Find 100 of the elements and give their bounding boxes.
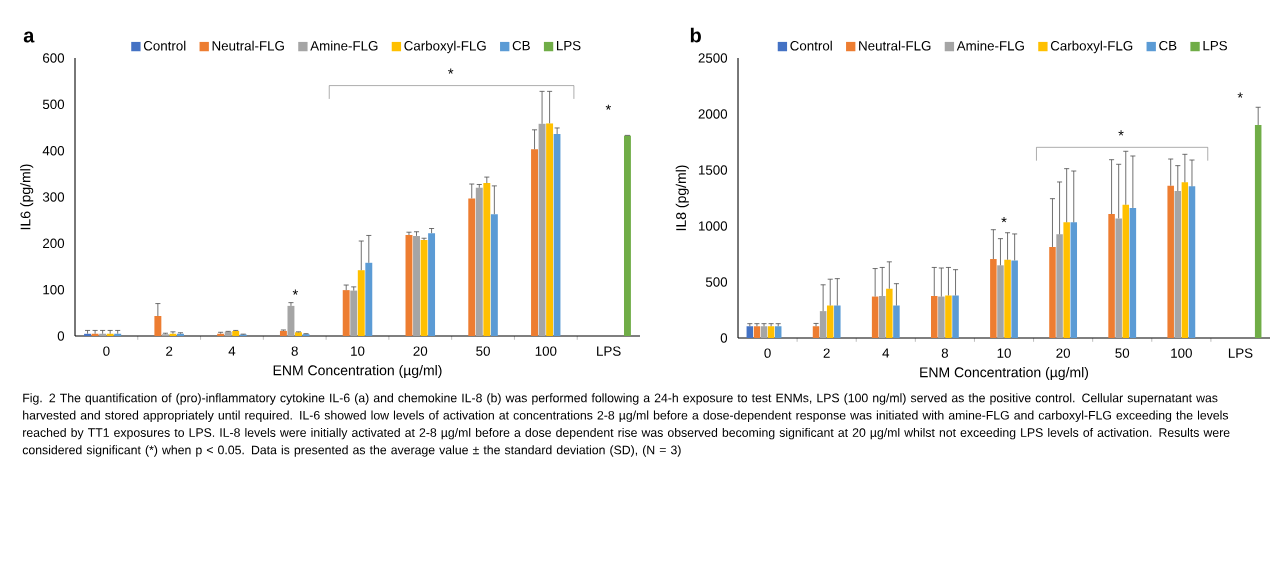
annotation: * (292, 289, 298, 295)
x-tick-label: 4 (228, 346, 236, 356)
y-tick-label: 0 (57, 331, 65, 341)
bar (1004, 259, 1011, 338)
legend-label: Neutral-FLG (212, 40, 284, 51)
bar (420, 240, 428, 336)
x-tick-label: 20 (1056, 348, 1071, 358)
bar (1167, 185, 1174, 338)
bar (878, 296, 886, 338)
bar (1063, 222, 1070, 338)
bar (365, 262, 373, 336)
bar (952, 295, 959, 338)
y-tick-label: 100 (43, 284, 65, 295)
bar (746, 326, 754, 338)
x-tick-label: 10 (997, 348, 1011, 358)
caption: Fig. 2 The quantification of (pro)-inflammatory cytokine IL-6 (a) and chemokine IL-8 (b) was performed following a 24-h exposure to test ENMs, LPS (100 ng/ml) served as the positive control. Cellular supernatant was harvested and stored appropriately until required. IL-6 showed low levels of activation at concentrations 2-8 µg/ml before a dose-dependent response was initiated with amine-FLG and carboxyl-FLG exceeding the levels reached by TT1 exposures to LPS. IL-8 levels were initially activated at 2-8 µg/ml before a dose dependent rise was observed becoming significant at 20 µg/ml whilst not exceeding LPS levels of activation. Results were considered significant (*) when p < 0.05. Data is presented as the average value ± the standard deviation (SD), (N = 3) (22, 393, 1230, 457)
y-tick-label: 2500 (698, 53, 728, 63)
bar (1174, 191, 1182, 338)
x-tick-label: 20 (413, 346, 428, 356)
y-tick-label: 400 (42, 145, 65, 156)
annotation: * (1001, 217, 1007, 223)
bar (342, 290, 350, 336)
bar (538, 123, 546, 336)
x-axis-title: ENM Concentration (µg/ml) (920, 367, 1089, 381)
bar (475, 187, 483, 336)
bar (945, 295, 952, 338)
bar (1115, 218, 1122, 338)
legend-label: Control (790, 40, 832, 51)
x-tick-label: 0 (764, 348, 771, 358)
bar (893, 305, 900, 338)
annotation: * (448, 68, 454, 74)
bar (357, 270, 365, 336)
bar (819, 311, 827, 338)
bar (886, 288, 893, 338)
bar (760, 326, 768, 338)
bar (938, 296, 945, 338)
bar (774, 326, 782, 338)
bar (623, 135, 631, 336)
bar (490, 214, 498, 336)
legend-label: CB (512, 40, 530, 51)
bar (1056, 234, 1063, 338)
bar (279, 330, 287, 336)
bar (1070, 222, 1078, 338)
x-tick-label: 50 (1115, 348, 1130, 358)
bar (1049, 246, 1056, 338)
y-tick-label: 0 (720, 333, 728, 343)
bar (871, 296, 879, 338)
x-axis-title: ENM Concentration (µg/ml) (273, 365, 442, 379)
bar (990, 259, 997, 338)
bar (1011, 260, 1018, 338)
bar (413, 235, 420, 336)
bar (154, 316, 162, 336)
y-tick-label: 2000 (698, 109, 728, 119)
legend-label: CB (1159, 40, 1177, 51)
x-tick-label: LPS (597, 346, 621, 356)
x-tick-label: 50 (476, 346, 490, 356)
y-tick-label: 500 (42, 99, 65, 110)
bar (753, 326, 761, 338)
y-axis-title: IL6 (pg/ml) (20, 164, 34, 230)
legend-label: Amine-FLG (310, 40, 378, 51)
bar (483, 183, 491, 336)
x-tick-label: 2 (823, 348, 830, 358)
y-tick-label: 300 (42, 192, 65, 202)
y-tick-label: 200 (43, 238, 65, 249)
bar (997, 265, 1004, 338)
bar (767, 326, 775, 338)
bar (428, 233, 436, 336)
legend-label: Carboxyl-FLG (404, 40, 486, 54)
bar (826, 305, 834, 338)
bar (546, 123, 554, 336)
annotation: * (1237, 92, 1243, 98)
y-tick-label: 1500 (698, 165, 728, 175)
x-tick-label: 100 (1171, 348, 1192, 358)
legend-label: Control (143, 40, 186, 51)
bar (1181, 182, 1189, 338)
bar (812, 326, 820, 338)
bar (1108, 214, 1115, 338)
bar (1129, 207, 1137, 338)
x-tick-label: 8 (941, 348, 949, 358)
annotation: * (1118, 130, 1124, 136)
x-tick-label: 8 (291, 346, 298, 356)
bar (1254, 124, 1262, 338)
bar (531, 149, 538, 336)
bar (1122, 204, 1130, 338)
legend-label: Carboxyl-FLG (1050, 40, 1133, 54)
bar (1188, 186, 1196, 338)
legend-label: Amine-FLG (956, 40, 1024, 51)
x-tick-label: LPS (1228, 348, 1253, 358)
x-tick-label: 0 (103, 346, 110, 356)
bar (930, 296, 938, 338)
y-tick-label: 1000 (698, 221, 728, 231)
chart-title: a (23, 31, 35, 43)
legend-label: LPS (1203, 40, 1227, 51)
x-tick-label: 4 (882, 348, 890, 358)
chart-title: b (690, 27, 701, 43)
bar (287, 305, 295, 336)
x-tick-label: 100 (535, 346, 557, 356)
bar (468, 198, 476, 336)
y-axis-title: IL8 (pg/ml) (675, 165, 689, 231)
y-tick-label: 500 (705, 277, 728, 287)
